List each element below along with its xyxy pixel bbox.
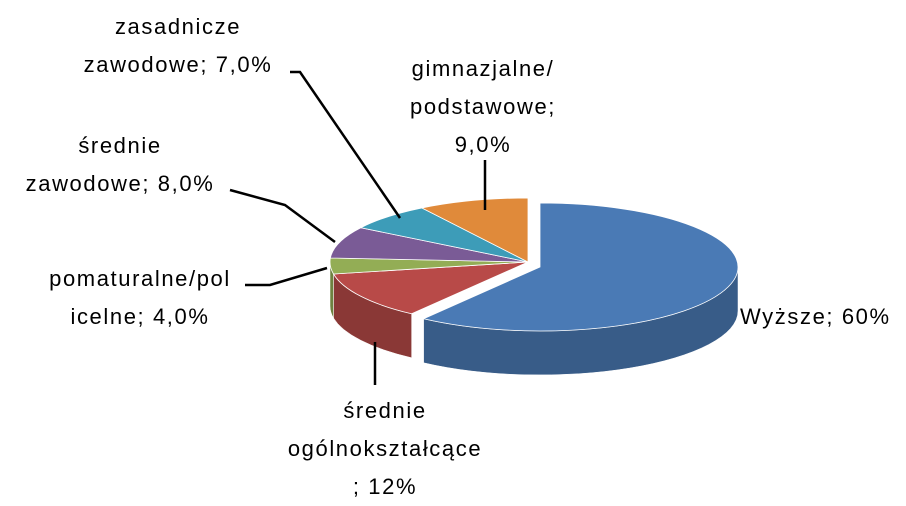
chart: Wyższe; 60% średnie ogólnokształcące ; 1…: [25, 14, 891, 499]
data-label: średnie zawodowe; 8,0%: [25, 133, 215, 196]
slice: [332, 261, 529, 315]
leader-line: [229, 188, 336, 244]
slices: [329, 197, 739, 376]
leader-line: [245, 266, 328, 287]
slice: [422, 202, 739, 332]
data-label: gimnazjalne/ podstawowe; 9,0%: [409, 56, 557, 157]
slice: [420, 197, 529, 263]
leader-line: [290, 70, 402, 219]
data-label: Wyższe; 60%: [740, 304, 891, 329]
slice: [329, 227, 529, 263]
data-label: zasadnicze zawodowe; 7,0%: [83, 14, 273, 77]
pie-area: [229, 70, 739, 385]
data-label: pomaturalne/pol icelne; 4,0%: [49, 266, 231, 329]
data-label: średnie ogólnokształcące ; 12%: [287, 398, 483, 499]
leader-lines: [229, 70, 487, 385]
